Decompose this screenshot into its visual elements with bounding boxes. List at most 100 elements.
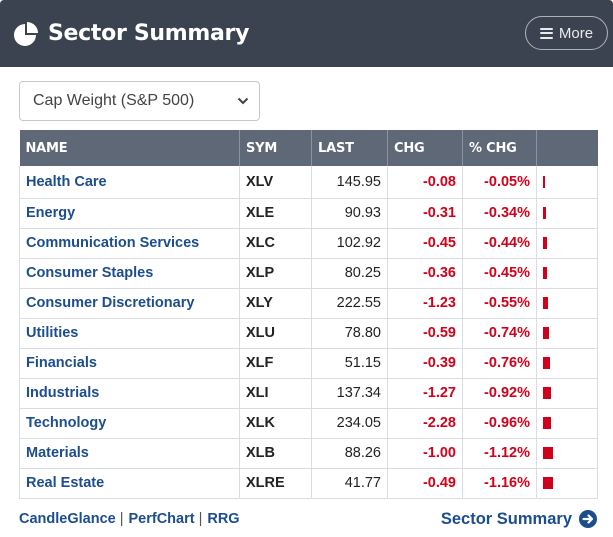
change-bar	[543, 327, 550, 340]
change-bar	[543, 207, 546, 220]
sector-last: 145.95	[311, 166, 388, 199]
column-header-bar	[536, 130, 598, 166]
sector-name[interactable]: Consumer Staples	[19, 258, 240, 289]
table-row[interactable]: Real Estate XLRE 41.77 -0.49 -1.16%	[19, 468, 598, 499]
sector-name[interactable]: Materials	[19, 438, 240, 469]
change-bar	[543, 477, 553, 490]
sector-symbol: XLB	[239, 438, 312, 469]
sector-change: -1.27	[387, 378, 463, 409]
sector-name[interactable]: Technology	[19, 408, 240, 439]
sector-last: 222.55	[311, 288, 388, 319]
change-bar-cell	[536, 198, 598, 229]
sector-pct-change: -0.55%	[462, 288, 537, 319]
table-header-row: NAME SYM LAST CHG % CHG	[19, 130, 598, 166]
sector-change: -0.49	[387, 468, 463, 499]
table-row[interactable]: Technology XLK 234.05 -2.28 -0.96%	[19, 408, 598, 439]
table-row[interactable]: Industrials XLI 137.34 -1.27 -0.92%	[19, 378, 598, 409]
table-row[interactable]: Health Care XLV 145.95 -0.08 -0.05%	[19, 166, 598, 199]
sector-symbol: XLP	[239, 258, 312, 289]
column-header-pct-chg[interactable]: % CHG	[462, 130, 537, 166]
change-bar-cell	[536, 288, 598, 319]
sector-name[interactable]: Communication Services	[19, 228, 240, 259]
sector-last: 78.80	[311, 318, 388, 349]
change-bar	[543, 357, 550, 370]
change-bar-cell	[536, 318, 598, 349]
perfchart-link[interactable]: PerfChart	[128, 511, 195, 527]
table-row[interactable]: Utilities XLU 78.80 -0.59 -0.74%	[19, 318, 598, 349]
sector-last: 137.34	[311, 378, 388, 409]
sector-name[interactable]: Energy	[19, 198, 240, 229]
column-header-chg[interactable]: CHG	[387, 130, 463, 166]
panel-header: Sector Summary More	[0, 0, 613, 67]
more-button[interactable]: More	[525, 16, 608, 50]
sector-symbol: XLF	[239, 348, 312, 379]
sector-last: 102.92	[311, 228, 388, 259]
table-row[interactable]: Materials XLB 88.26 -1.00 -1.12%	[19, 438, 598, 469]
sector-symbol: XLRE	[239, 468, 312, 499]
circle-arrow-right-icon	[579, 510, 597, 528]
sector-symbol: XLY	[239, 288, 312, 319]
sector-change: -0.59	[387, 318, 463, 349]
sector-name[interactable]: Health Care	[19, 166, 240, 199]
sector-name[interactable]: Financials	[19, 348, 240, 379]
sector-name[interactable]: Utilities	[19, 318, 240, 349]
sector-last: 88.26	[311, 438, 388, 469]
change-bar	[543, 267, 547, 280]
sector-pct-change: -1.16%	[462, 468, 537, 499]
sector-last: 234.05	[311, 408, 388, 439]
table-row[interactable]: Financials XLF 51.15 -0.39 -0.76%	[19, 348, 598, 379]
chevron-down-icon	[237, 97, 249, 105]
sector-pct-change: -1.12%	[462, 438, 537, 469]
sector-last: 80.25	[311, 258, 388, 289]
sector-last: 51.15	[311, 348, 388, 379]
sector-table: NAME SYM LAST CHG % CHG Health Care XLV 14…	[19, 130, 598, 499]
sector-change: -0.36	[387, 258, 463, 289]
candleglance-link[interactable]: CandleGlance	[19, 511, 116, 527]
sector-pct-change: -0.92%	[462, 378, 537, 409]
sector-change: -0.39	[387, 348, 463, 379]
column-header-name[interactable]: NAME	[19, 130, 240, 166]
table-row[interactable]: Communication Services XLC 102.92 -0.45 -0.4…	[19, 228, 598, 259]
change-bar-cell	[536, 378, 598, 409]
sector-change: -0.31	[387, 198, 463, 229]
change-bar	[543, 297, 548, 310]
table-row[interactable]: Consumer Discretionary XLY 222.55 -1.23 -0.5…	[19, 288, 598, 319]
table-row[interactable]: Energy XLE 90.93 -0.31 -0.34%	[19, 198, 598, 229]
change-bar-cell	[536, 408, 598, 439]
weighting-select[interactable]: Cap Weight (S&P 500)	[19, 81, 260, 121]
column-header-sym[interactable]: SYM	[239, 130, 312, 166]
more-button-label: More	[558, 24, 594, 42]
sector-change: -2.28	[387, 408, 463, 439]
sector-pct-change: -0.05%	[462, 166, 537, 199]
sector-symbol: XLU	[239, 318, 312, 349]
change-bar	[543, 447, 553, 460]
sector-symbol: XLC	[239, 228, 312, 259]
pie-chart-icon	[14, 22, 38, 46]
change-bar	[543, 417, 552, 430]
sector-pct-change: -0.74%	[462, 318, 537, 349]
sector-name[interactable]: Consumer Discretionary	[19, 288, 240, 319]
change-bar-cell	[536, 228, 598, 259]
sector-pct-change: -0.34%	[462, 198, 537, 229]
change-bar	[543, 237, 547, 250]
change-bar-cell	[536, 258, 598, 289]
column-header-last[interactable]: LAST	[311, 130, 388, 166]
sector-summary-link-label: Sector Summary	[440, 510, 572, 528]
sector-symbol: XLI	[239, 378, 312, 409]
sector-summary-link[interactable]: Sector Summary	[441, 508, 597, 530]
change-bar	[543, 387, 551, 400]
sector-change: -0.45	[387, 228, 463, 259]
footer-links: CandleGlance | PerfChart | RRG	[19, 509, 240, 529]
sector-name[interactable]: Industrials	[19, 378, 240, 409]
rrg-link[interactable]: RRG	[207, 511, 240, 527]
change-bar	[543, 175, 545, 188]
change-bar-cell	[536, 438, 598, 469]
sector-symbol: XLE	[239, 198, 312, 229]
weighting-select-value: Cap Weight (S&P 500)	[33, 92, 195, 109]
hamburger-menu-icon	[539, 27, 553, 39]
table-row[interactable]: Consumer Staples XLP 80.25 -0.36 -0.45%	[19, 258, 598, 289]
sector-last: 90.93	[311, 198, 388, 229]
sector-last: 41.77	[311, 468, 388, 499]
sector-pct-change: -0.44%	[462, 228, 537, 259]
sector-name[interactable]: Real Estate	[19, 468, 240, 499]
